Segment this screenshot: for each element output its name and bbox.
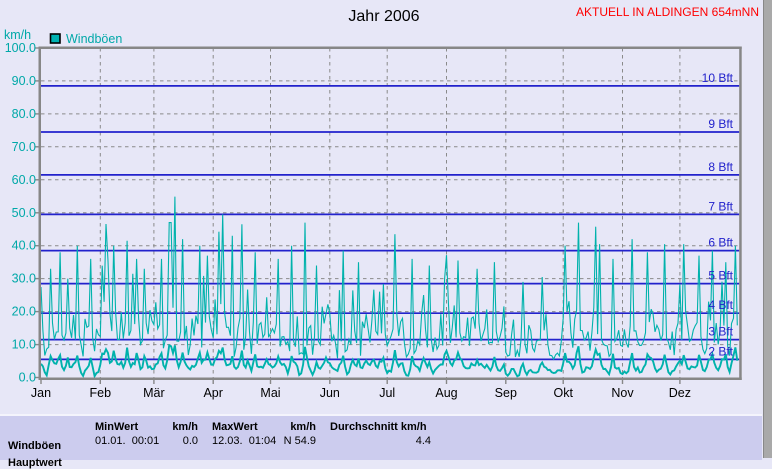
- svg-text:Feb: Feb: [90, 386, 112, 400]
- svg-text:30.0: 30.0: [12, 272, 36, 286]
- svg-text:8 Bft: 8 Bft: [708, 160, 733, 174]
- svg-text:Okt: Okt: [553, 386, 573, 400]
- svg-text:4 Bft: 4 Bft: [708, 298, 733, 312]
- svg-text:Apr: Apr: [203, 386, 222, 400]
- svg-text:Jul: Jul: [379, 386, 395, 400]
- svg-text:Jan: Jan: [31, 386, 51, 400]
- svg-text:Sep: Sep: [495, 386, 517, 400]
- svg-text:2 Bft: 2 Bft: [708, 344, 733, 358]
- svg-text:Jun: Jun: [320, 386, 340, 400]
- svg-text:70.0: 70.0: [12, 140, 36, 154]
- svg-text:Nov: Nov: [611, 386, 634, 400]
- svg-text:50.0: 50.0: [12, 206, 36, 220]
- svg-text:10.0: 10.0: [12, 338, 36, 352]
- svg-text:9 Bft: 9 Bft: [708, 117, 733, 131]
- svg-text:6 Bft: 6 Bft: [708, 236, 733, 250]
- svg-text:Jahr 2006: Jahr 2006: [348, 8, 419, 25]
- svg-text:AKTUELL IN ALDINGEN 654mNN: AKTUELL IN ALDINGEN 654mNN: [576, 5, 759, 19]
- svg-text:Dez: Dez: [669, 386, 691, 400]
- svg-text:Windböen: Windböen: [66, 32, 122, 46]
- svg-text:10 Bft: 10 Bft: [702, 71, 734, 85]
- svg-text:90.0: 90.0: [12, 74, 36, 88]
- svg-text:Mai: Mai: [260, 386, 280, 400]
- svg-text:80.0: 80.0: [12, 107, 36, 121]
- svg-text:km/h: km/h: [4, 28, 31, 42]
- svg-text:0.0: 0.0: [19, 371, 36, 385]
- svg-text:20.0: 20.0: [12, 305, 36, 319]
- svg-text:100.0: 100.0: [5, 41, 36, 55]
- svg-text:60.0: 60.0: [12, 173, 36, 187]
- svg-text:5 Bft: 5 Bft: [708, 269, 733, 283]
- svg-text:40.0: 40.0: [12, 239, 36, 253]
- svg-text:3 Bft: 3 Bft: [708, 325, 733, 339]
- svg-text:7 Bft: 7 Bft: [708, 199, 733, 213]
- svg-text:Mär: Mär: [143, 386, 165, 400]
- svg-text:Aug: Aug: [435, 386, 457, 400]
